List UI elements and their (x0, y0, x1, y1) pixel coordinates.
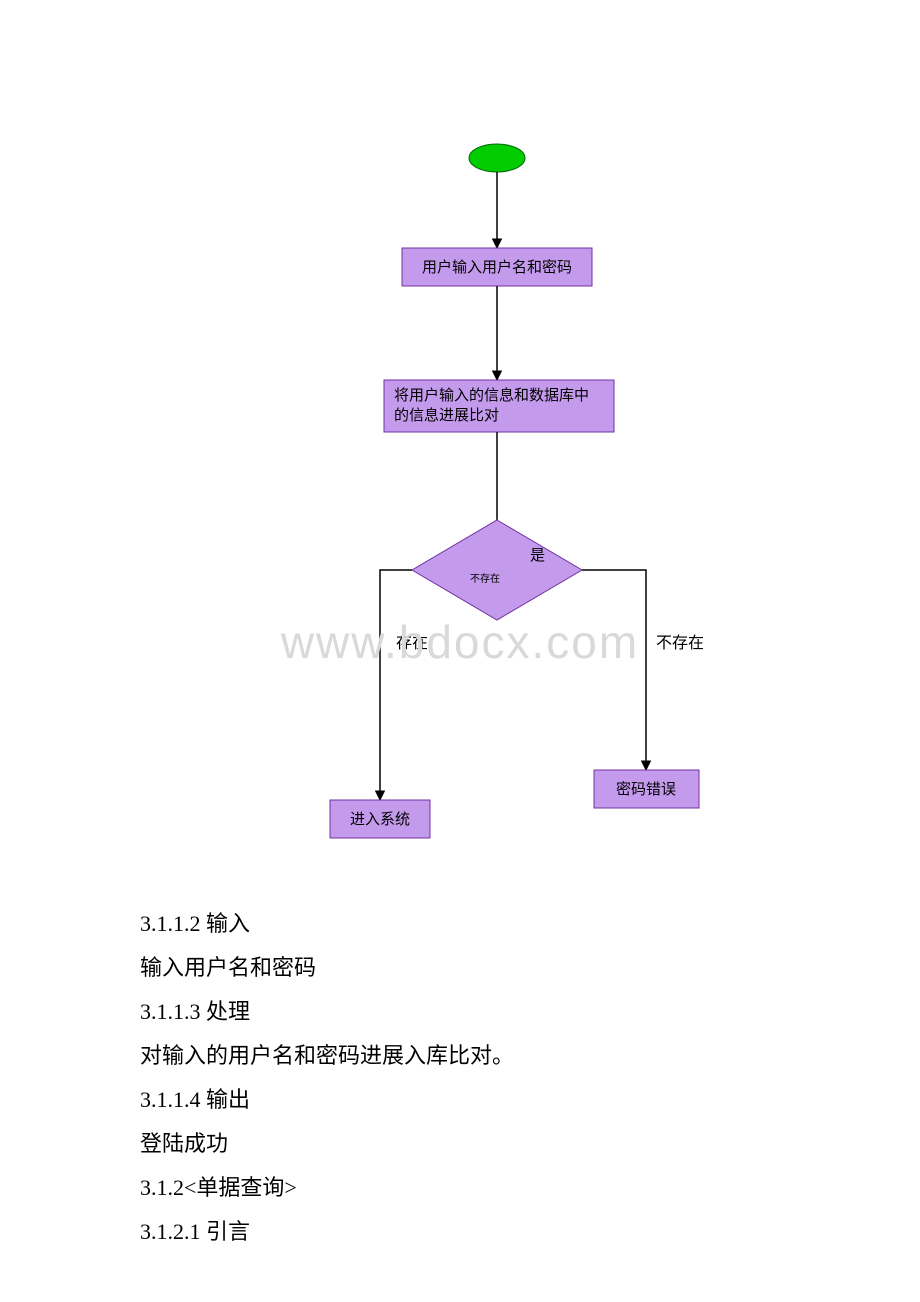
text-line: 3.1.1.3 处理 (140, 990, 780, 1034)
flow-edge-right-label: 不存在 (656, 634, 704, 652)
text-line: 3.1.2<单据查询> (140, 1166, 780, 1210)
flow-edge-left-label: 存在 (396, 634, 428, 652)
flow-decision-label-yes: 是 (530, 548, 545, 564)
flow-decision-node (412, 520, 582, 620)
flow-edge-left (380, 570, 412, 800)
text-line: 对输入的用户名和密码进展入库比对。 (140, 1034, 780, 1078)
text-line: 3.1.1.2 输入 (140, 902, 780, 946)
text-line: 输入用户名和密码 (140, 946, 780, 990)
flow-decision-label-notexist: 不存在 (470, 572, 500, 585)
flow-start-node (469, 144, 525, 172)
text-line: 3.1.2.1 引言 (140, 1210, 780, 1254)
flow-node-input-label: 用户输入用户名和密码 (422, 259, 572, 276)
login-flowchart: 用户输入用户名和密码 将用户输入的信息和数据库中 的信息进展比对 是 不存在 存… (0, 0, 920, 870)
flow-edge-right (582, 570, 646, 770)
flow-node-enter-label: 进入系统 (350, 811, 410, 828)
document-page: 用户输入用户名和密码 将用户输入的信息和数据库中 的信息进展比对 是 不存在 存… (0, 0, 920, 1302)
document-body-text: 3.1.1.2 输入 输入用户名和密码 3.1.1.3 处理 对输入的用户名和密… (140, 902, 780, 1254)
text-line: 登陆成功 (140, 1122, 780, 1166)
text-line: 3.1.1.4 输出 (140, 1078, 780, 1122)
flow-node-error-label: 密码错误 (616, 781, 676, 798)
